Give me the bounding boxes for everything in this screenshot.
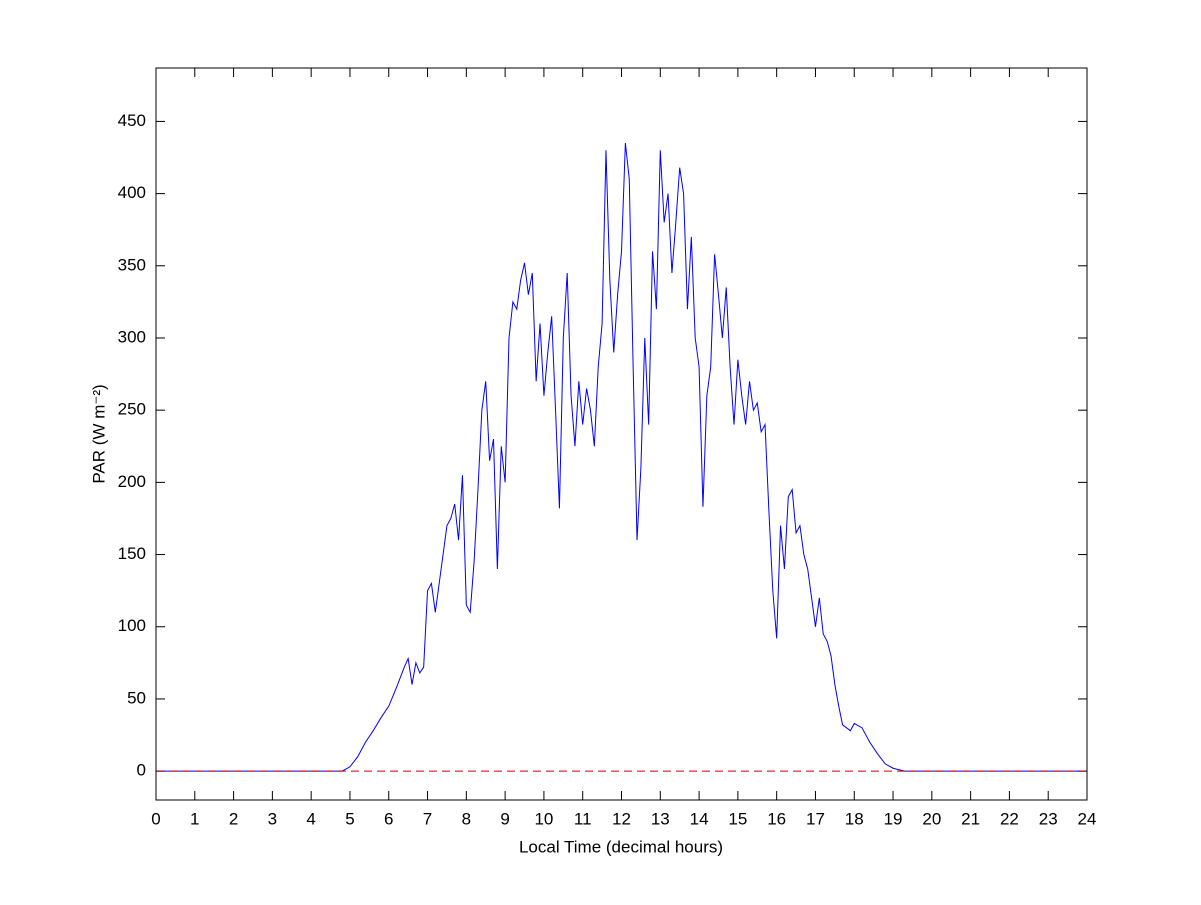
x-tick-label: 15 [728,809,747,828]
line [156,143,1087,772]
y-tick-label: 350 [118,255,146,274]
y-axis-label: PAR (W m⁻²) [89,384,108,483]
x-tick-label: 2 [229,809,238,828]
x-tick-label: 4 [306,809,315,828]
x-tick-label: 20 [922,809,941,828]
x-tick-label: 9 [500,809,509,828]
x-tick-label: 14 [690,809,709,828]
y-tick-label: 100 [118,616,146,635]
x-tick-label: 23 [1039,809,1058,828]
x-tick-label: 24 [1078,809,1097,828]
x-tick-label: 0 [151,809,160,828]
x-tick-label: 6 [384,809,393,828]
x-tick-label: 19 [884,809,903,828]
plot-frame [155,67,1088,801]
y-tick-label: 300 [118,327,146,346]
x-tick-label: 5 [345,809,354,828]
x-tick-label: 17 [806,809,825,828]
x-tick-label: 22 [1000,809,1019,828]
x-tick-label: 21 [961,809,980,828]
x-axis-label: Local Time (decimal hours) [519,837,723,856]
x-tick-label: 8 [462,809,471,828]
y-tick-label: 200 [118,472,146,491]
x-tick-label: 10 [534,809,553,828]
x-tick-label: 3 [268,809,277,828]
y-tick-label: 250 [118,400,146,419]
y-tick-label: 400 [118,183,146,202]
x-tick-label: 18 [845,809,864,828]
y-tick-label: 450 [118,111,146,130]
y-tick-label: 150 [118,544,146,563]
y-tick-label: 50 [127,688,146,707]
x-tick-label: 12 [612,809,631,828]
x-tick-label: 7 [423,809,432,828]
x-tick-label: 11 [574,809,592,828]
y-tick-label: 0 [137,761,146,780]
x-tick-label: 16 [767,809,786,828]
x-tick-label: 13 [651,809,670,828]
x-tick-label: 1 [190,809,199,828]
